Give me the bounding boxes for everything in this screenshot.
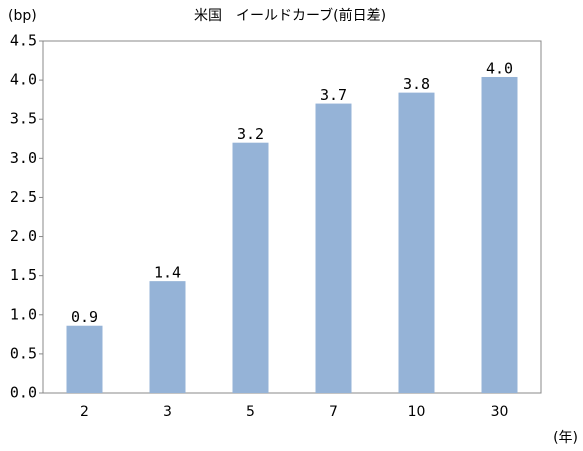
y-tick-label: 4.5 xyxy=(10,32,37,50)
value-label: 3.8 xyxy=(403,75,430,93)
y-axis-label: (bp) xyxy=(8,8,37,24)
plot-frame xyxy=(42,40,542,394)
value-label: 3.2 xyxy=(237,125,264,143)
y-tick-label: 3.0 xyxy=(10,149,37,167)
x-tick-label: 3 xyxy=(163,404,172,420)
y-tick-label: 2.5 xyxy=(10,188,37,206)
x-tick-label: 30 xyxy=(491,404,509,420)
bar xyxy=(149,281,186,393)
y-tick-label: 1.0 xyxy=(10,305,37,323)
x-tick-label: 2 xyxy=(80,404,89,420)
x-axis-label: (年) xyxy=(553,430,578,446)
y-tick-label: 1.5 xyxy=(10,266,37,284)
value-label: 0.9 xyxy=(71,308,98,326)
x-tick-label: 5 xyxy=(246,404,255,420)
bar xyxy=(66,325,103,393)
value-label: 1.4 xyxy=(154,264,181,282)
x-tick-label: 7 xyxy=(329,404,338,420)
y-tick-label: 0.0 xyxy=(10,384,37,402)
bar xyxy=(398,92,435,394)
y-tick-label: 3.5 xyxy=(10,110,37,128)
bar xyxy=(315,103,352,394)
chart-title: 米国 イールドカーブ(前日差) xyxy=(194,7,386,24)
value-label: 3.7 xyxy=(320,86,347,104)
x-tick-label: 10 xyxy=(408,404,426,420)
y-tick-label: 4.0 xyxy=(10,71,37,89)
bar xyxy=(232,142,269,393)
y-tick-label: 0.5 xyxy=(10,344,37,362)
bar xyxy=(481,76,518,393)
value-label: 4.0 xyxy=(486,59,513,77)
y-tick-label: 2.0 xyxy=(10,227,37,245)
